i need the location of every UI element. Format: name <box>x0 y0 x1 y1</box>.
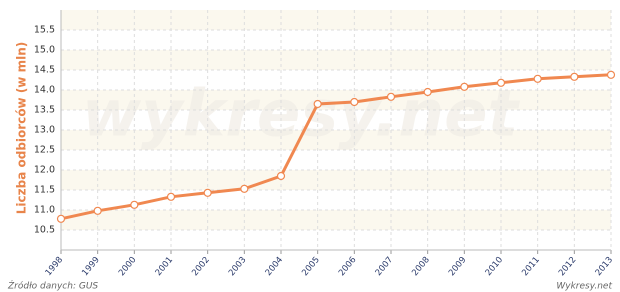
data-point <box>570 72 579 81</box>
y-tick-label: 13.0 <box>34 125 55 136</box>
source: Źródło danych: GUS <box>7 280 98 292</box>
data-point <box>166 192 176 201</box>
y-tick-label: 11.5 <box>34 185 55 196</box>
y-tick-label: 13.5 <box>34 105 55 116</box>
x-tick-label: 2003 <box>227 255 249 278</box>
plot-band <box>61 10 611 30</box>
plot-band <box>61 130 611 150</box>
data-point <box>606 70 616 79</box>
x-tick-label: 2011 <box>520 255 542 278</box>
x-tick-label: 2002 <box>190 255 212 278</box>
data-point <box>460 82 469 91</box>
plot-band <box>61 50 611 70</box>
data-point <box>56 214 66 223</box>
x-tick-label: 1999 <box>80 255 102 278</box>
plot-band <box>61 170 611 190</box>
data-point <box>496 78 506 87</box>
y-tick-label: 14.5 <box>34 65 55 76</box>
data-point <box>240 184 249 193</box>
x-tick-label: 2009 <box>447 255 469 278</box>
y-tick-label: 15.5 <box>34 25 55 36</box>
y-tick-label: 11.0 <box>34 205 55 216</box>
data-point <box>313 99 322 109</box>
x-tick-label: 2000 <box>117 255 139 278</box>
data-point <box>350 97 359 107</box>
data-point <box>130 200 139 209</box>
y-tick-label: 15.0 <box>34 45 55 56</box>
y-axis-title: Liczba odbiorców (w mln) <box>15 42 29 214</box>
x-tick-label: 2006 <box>337 255 359 278</box>
plot-band <box>61 210 611 230</box>
y-tick-label: 10.5 <box>34 225 55 236</box>
x-tick-label: 1998 <box>44 255 66 278</box>
x-tick-label: 2001 <box>154 255 176 278</box>
data-point <box>423 87 432 97</box>
data-point <box>533 74 542 83</box>
brand: Wykresy.net <box>556 282 612 292</box>
x-tick-label: 2007 <box>374 255 396 278</box>
x-tick-label: 2008 <box>410 255 432 278</box>
x-tick-label: 2005 <box>300 255 322 278</box>
x-tick-label: 2012 <box>557 255 579 278</box>
x-tick-label: 2004 <box>264 255 286 278</box>
data-point <box>276 171 286 181</box>
data-point <box>203 188 212 197</box>
plot-band <box>61 90 611 110</box>
y-tick-label: 14.0 <box>34 85 55 96</box>
data-point <box>93 206 102 215</box>
x-tick-label: 2013 <box>594 255 616 278</box>
y-tick-label: 12.5 <box>34 145 55 156</box>
series-line <box>60 73 612 221</box>
y-tick-label: 12.0 <box>34 165 55 176</box>
x-tick-label: 2010 <box>484 255 506 278</box>
data-point <box>386 92 396 101</box>
